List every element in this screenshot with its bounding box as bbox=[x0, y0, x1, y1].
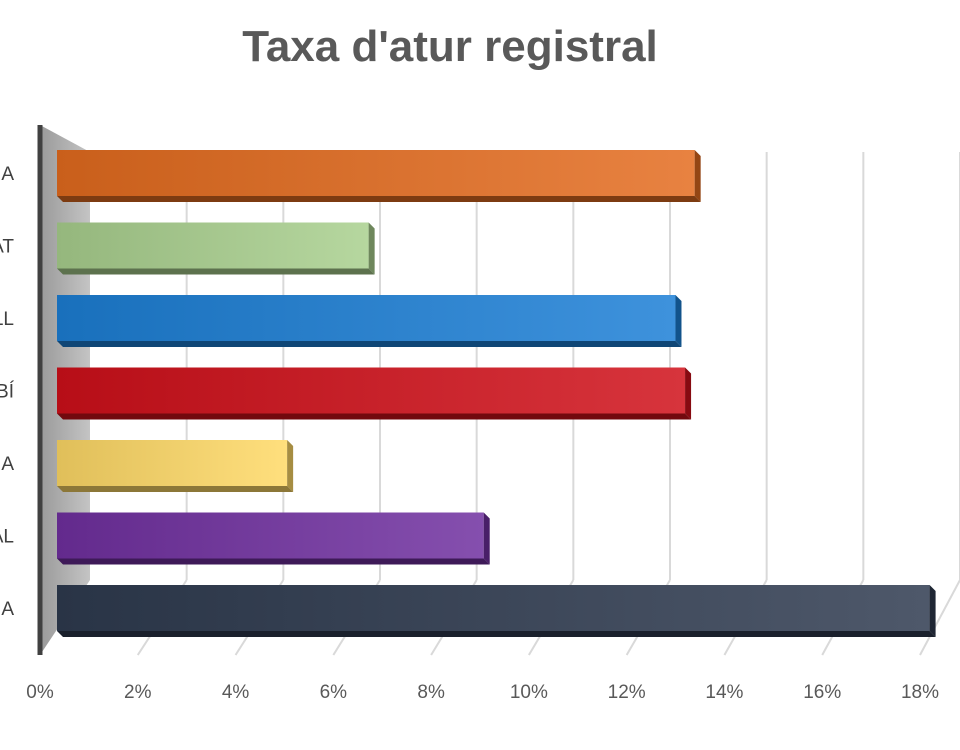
bar-face bbox=[57, 440, 288, 486]
bar bbox=[57, 585, 936, 637]
x-tick-label: 8% bbox=[417, 682, 445, 703]
bar-side bbox=[675, 295, 682, 347]
category-label: A bbox=[1, 599, 14, 620]
category-label: BÍ bbox=[0, 382, 15, 403]
bar bbox=[57, 150, 701, 202]
bar-bottom bbox=[57, 268, 375, 275]
category-label: A bbox=[1, 164, 14, 185]
x-tick-label: 0% bbox=[26, 682, 54, 703]
x-tick-label: 10% bbox=[510, 682, 548, 703]
x-tick-label: 6% bbox=[320, 682, 348, 703]
bar-bottom bbox=[57, 631, 936, 637]
bar-side bbox=[685, 367, 692, 420]
bar-face bbox=[57, 367, 686, 414]
x-tick-label: 2% bbox=[124, 682, 152, 703]
bar-face bbox=[57, 222, 369, 269]
chart-title: Taxa d'atur registral bbox=[242, 22, 658, 71]
bar bbox=[57, 222, 375, 275]
category-label: AT bbox=[0, 237, 14, 258]
bar bbox=[57, 440, 294, 492]
x-tick-label: 18% bbox=[901, 682, 939, 703]
x-tick-label: 14% bbox=[705, 682, 743, 703]
bar-face bbox=[57, 150, 695, 196]
floor-gridline bbox=[919, 579, 960, 656]
x-tick-label: 4% bbox=[222, 682, 250, 703]
bar bbox=[57, 512, 490, 565]
x-axis-ticks: 0% 2% 4% 6% 8% 10% 12% 14% 16% 18% bbox=[26, 682, 939, 703]
x-tick-label: 16% bbox=[803, 682, 841, 703]
bar-bottom bbox=[57, 558, 490, 565]
bar-face bbox=[57, 512, 484, 559]
bar bbox=[57, 295, 682, 347]
bar-face bbox=[57, 295, 676, 341]
bar-side bbox=[694, 150, 701, 202]
bar-side bbox=[483, 512, 490, 565]
bar-bottom bbox=[57, 196, 701, 202]
bar-side bbox=[287, 440, 294, 492]
bar-side bbox=[929, 585, 936, 637]
bar-side bbox=[368, 222, 375, 275]
bar-face bbox=[57, 585, 930, 631]
category-labels: A AT LL BÍ A AL A bbox=[0, 164, 15, 620]
bar-bottom bbox=[57, 413, 692, 420]
category-label: AL bbox=[0, 527, 14, 548]
bar-bottom bbox=[57, 486, 294, 492]
category-label: LL bbox=[0, 309, 14, 330]
bars bbox=[57, 150, 936, 637]
bar bbox=[57, 367, 692, 420]
bar-bottom bbox=[57, 341, 682, 347]
x-tick-label: 12% bbox=[608, 682, 646, 703]
category-label: A bbox=[1, 454, 14, 475]
